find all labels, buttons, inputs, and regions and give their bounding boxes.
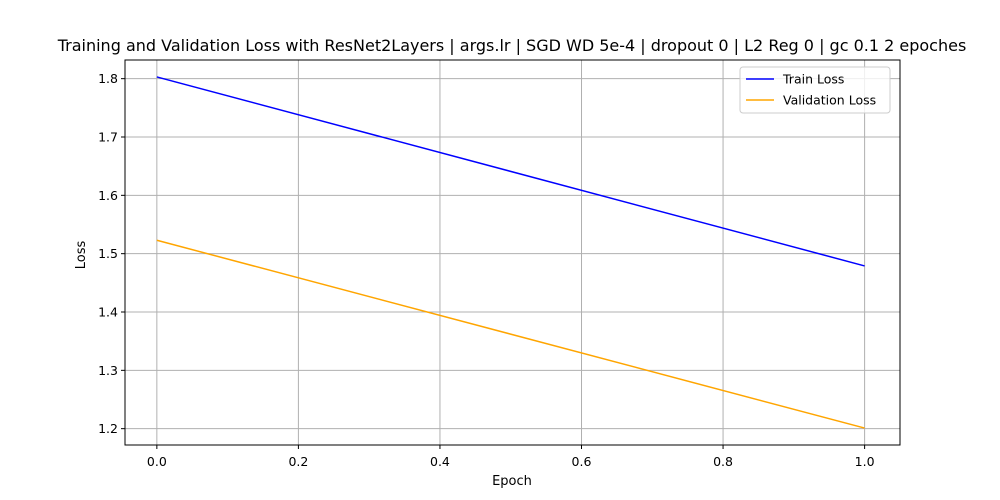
y-tick-label: 1.8 xyxy=(98,71,118,86)
y-tick-label: 1.4 xyxy=(98,305,118,320)
legend-box xyxy=(739,66,891,114)
train-loss-line xyxy=(156,76,865,267)
x-tick-label: 0.6 xyxy=(572,454,592,469)
x-tick-label: 0.2 xyxy=(288,454,308,469)
y-tick-label: 1.6 xyxy=(98,188,118,203)
y-tick-label: 1.7 xyxy=(98,130,118,145)
x-tick-label: 0.4 xyxy=(430,454,450,469)
x-axis-label: Epoch xyxy=(492,474,532,489)
x-tick-label: 0.0 xyxy=(147,454,167,469)
chart-title: Training and Validation Loss with ResNet… xyxy=(57,36,967,55)
legend: Train Loss Validation Loss xyxy=(739,66,891,114)
series-lines xyxy=(156,76,865,429)
y-tick-label: 1.3 xyxy=(98,363,118,378)
axis-ticks: 0.0 0.2 0.4 0.6 0.8 1.0 1.2 1.3 1.4 1.5 1.6 1.7 1.8 xyxy=(98,71,874,469)
x-tick-label: 1.0 xyxy=(855,454,875,469)
legend-label: Validation Loss xyxy=(783,93,876,108)
y-tick-label: 1.2 xyxy=(98,421,118,436)
y-axis-label: Loss xyxy=(74,241,89,270)
y-tick-label: 1.5 xyxy=(98,246,118,261)
plot-frame xyxy=(124,59,901,446)
x-tick-label: 0.8 xyxy=(713,454,733,469)
legend-label: Train Loss xyxy=(782,72,844,87)
grid xyxy=(125,60,900,445)
validation-loss-line xyxy=(156,239,865,429)
